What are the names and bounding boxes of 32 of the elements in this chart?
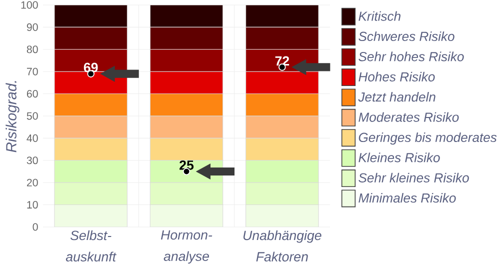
x-tick-label: Hormon- analyse <box>160 230 212 264</box>
legend-label: Jetzt handeln <box>358 92 436 102</box>
y-tick-label: 20 <box>26 178 38 186</box>
y-axis-title: Risikograd. <box>6 81 20 152</box>
legend-label: Kleines Risiko <box>358 152 440 162</box>
bar <box>150 204 224 227</box>
legend-label: Sehr kleines Risiko <box>358 172 469 182</box>
legend-label: Minimales Risiko <box>358 193 456 203</box>
y-tick-label: 60 <box>26 90 38 98</box>
y-tick-label: 80 <box>26 46 38 54</box>
y-tick-label: 40 <box>26 134 38 142</box>
legend-label: Schweres Risiko <box>358 31 454 42</box>
y-tick-label: 70 <box>26 68 38 76</box>
x-tick-label: Selbst- auskunft <box>66 230 116 262</box>
legend-label: Moderates Risiko <box>358 112 459 122</box>
y-tick-label: 30 <box>26 156 38 164</box>
bar <box>54 4 128 28</box>
bar <box>246 4 319 28</box>
bar <box>246 204 319 227</box>
bar <box>54 204 128 227</box>
y-tick-label: 0 <box>32 223 38 231</box>
data-label: 69 <box>84 62 98 72</box>
bar <box>150 4 224 28</box>
legend-label: Sehr hohes Risiko <box>358 52 464 62</box>
y-tick-label: 90 <box>26 23 38 31</box>
y-tick-label: 50 <box>26 112 38 120</box>
x-tick-label: Unabhängige Faktoren <box>244 230 322 262</box>
legend-label: Kritisch <box>358 11 400 21</box>
legend-label: Hohes Risiko <box>358 72 435 82</box>
y-tick-label: 10 <box>27 201 38 209</box>
legend-label: Geringes bis moderates <box>358 132 497 145</box>
y-tick-label: 100 <box>21 1 38 9</box>
